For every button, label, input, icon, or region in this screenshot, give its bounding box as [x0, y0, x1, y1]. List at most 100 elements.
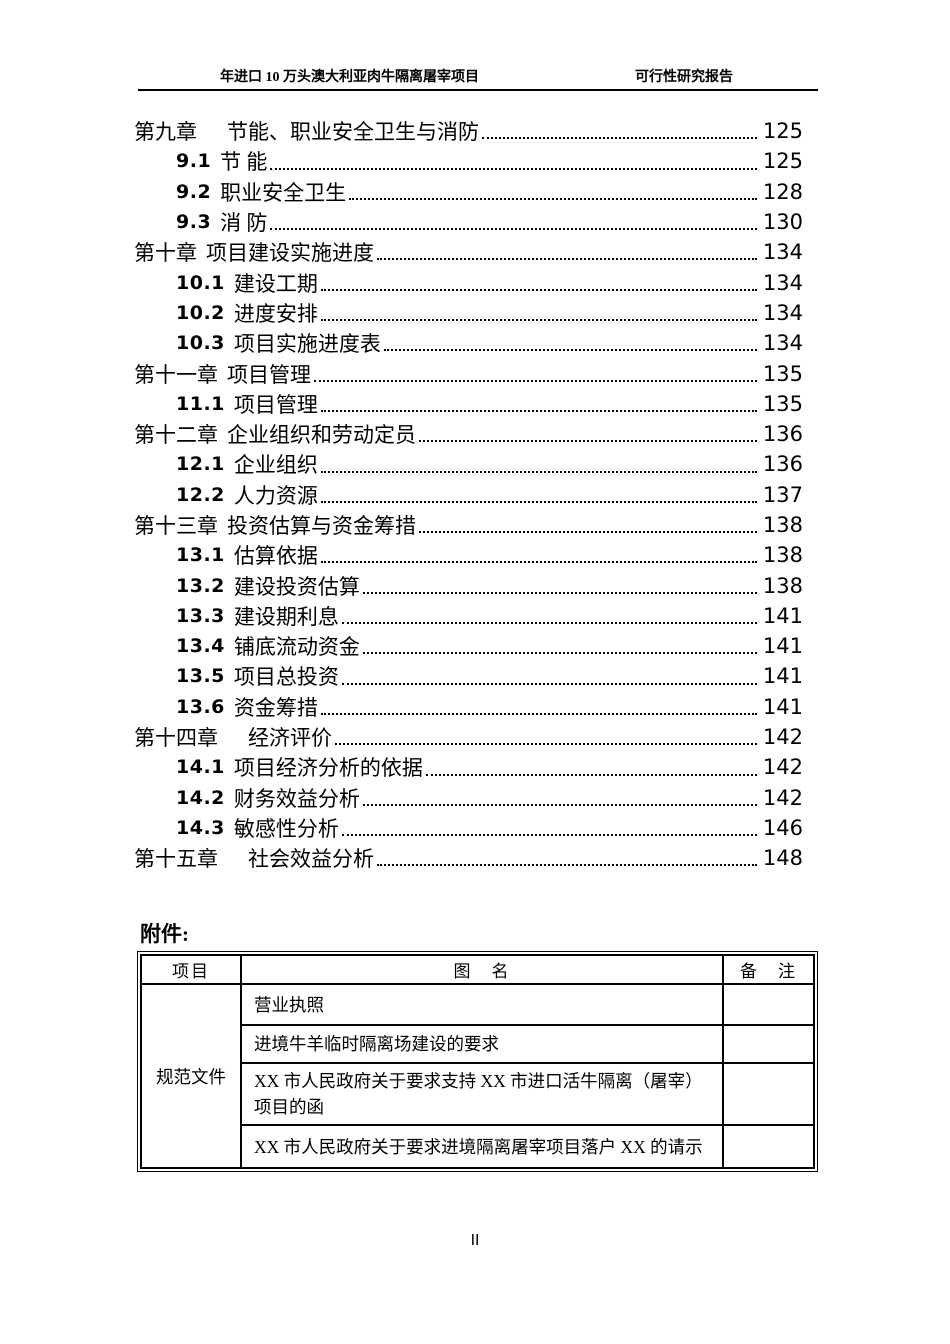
toc-entry[interactable]: 12.1 企业组织 136 — [134, 449, 803, 479]
toc-leader-dots — [360, 783, 759, 813]
header-project-title: 年进口 10 万头澳大利亚肉牛隔离屠宰项目 — [220, 70, 479, 85]
toc-entry[interactable]: 13.3 建设期利息 141 — [134, 601, 803, 631]
toc-entry[interactable]: 14.3 敏感性分析 146 — [134, 813, 803, 843]
toc-entry[interactable]: 第十一章 项目管理 135 — [134, 358, 803, 388]
toc-leader-dots — [318, 298, 759, 328]
toc-entry-number: 10.1 — [176, 271, 225, 294]
toc-entry-number: 10.3 — [176, 332, 225, 355]
toc-entry[interactable]: 14.1 项目经济分析的依据 142 — [134, 752, 803, 782]
toc-entry-title: 项目总投资 — [233, 665, 339, 690]
toc-entry-number: 第十二章 — [134, 423, 218, 448]
toc-entry[interactable]: 13.4 铺底流动资金 141 — [134, 631, 803, 661]
toc-entry-number: 11.1 — [176, 392, 225, 415]
toc-entry[interactable]: 13.1 估算依据 138 — [134, 540, 803, 570]
table-header-item: 项目 — [140, 954, 242, 985]
toc-entry[interactable]: 11.1 项目管理 135 — [134, 389, 803, 419]
toc-entry-number: 10.2 — [176, 301, 225, 324]
toc-entry-title: 人力资源 — [233, 483, 318, 508]
toc-leader-dots — [346, 177, 759, 207]
toc-entry-number: 13.4 — [176, 635, 225, 658]
toc-page-number: 125 — [762, 149, 803, 174]
toc-entry-title: 资金筹措 — [233, 695, 318, 720]
toc-leader-dots — [374, 843, 759, 873]
toc-leader-dots — [374, 237, 759, 267]
page-number-footer: II — [470, 1231, 480, 1249]
toc-entry-number: 12.2 — [176, 483, 225, 506]
toc-entry-title: 企业组织和劳动定员 — [227, 423, 416, 448]
figure-name-cell: 营业执照 — [240, 983, 724, 1026]
table-body: 规范文件 营业执照 进境牛羊临时隔离场建设的要求 XX 市人民政府关于要求支持 XX … — [140, 983, 815, 1169]
toc-entry[interactable]: 9.3 消 防 130 — [134, 207, 803, 237]
toc-page-number: 134 — [762, 270, 803, 295]
remarks-cell — [722, 1124, 815, 1169]
toc-entry[interactable]: 第九章 节能、职业安全卫生与消防 125 — [134, 116, 803, 146]
remarks-cell — [722, 983, 815, 1026]
toc-page-number: 146 — [762, 815, 803, 840]
toc-page-number: 142 — [762, 725, 803, 750]
toc-entry-title: 项目建设实施进度 — [206, 241, 374, 266]
toc-page-number: 135 — [762, 361, 803, 386]
toc-entry-title: 项目经济分析的依据 — [233, 756, 423, 781]
toc-page-number: 141 — [762, 664, 803, 689]
toc-page-number: 142 — [762, 755, 803, 780]
toc-entry-title: 建设投资估算 — [233, 574, 360, 599]
toc-entry[interactable]: 9.2 职业安全卫生 128 — [134, 177, 803, 207]
toc-entry[interactable]: 第十五章 社会效益分析 148 — [134, 843, 803, 873]
toc-entry-number: 第十四章 — [134, 726, 218, 751]
toc-entry[interactable]: 9.1 节 能 125 — [134, 146, 803, 176]
toc-entry[interactable]: 12.2 人力资源 137 — [134, 480, 803, 510]
toc-leader-dots — [318, 540, 759, 570]
table-category-cell: 规范文件 — [140, 983, 242, 1169]
toc-leader-dots — [332, 722, 759, 752]
toc-entry[interactable]: 13.5 项目总投资 141 — [134, 661, 803, 691]
toc-entry-title: 项目管理 — [233, 392, 318, 417]
toc-entry[interactable]: 10.1 建设工期 134 — [134, 267, 803, 297]
toc-entry[interactable]: 14.2 财务效益分析 142 — [134, 783, 803, 813]
toc-entry-number: 13.3 — [176, 604, 225, 627]
toc-entry[interactable]: 第十三章 投资估算与资金筹措 138 — [134, 510, 803, 540]
toc-leader-dots — [416, 510, 759, 540]
toc-leader-dots — [318, 389, 759, 419]
toc-entry[interactable]: 13.6 资金筹措 141 — [134, 692, 803, 722]
toc-leader-dots — [311, 358, 759, 388]
toc-entry-title: 项目实施进度表 — [233, 332, 381, 357]
toc-entry-title: 职业安全卫生 — [220, 180, 347, 205]
toc-entry-title: 进度安排 — [233, 301, 318, 326]
toc-entry[interactable]: 第十四章 经济评价 142 — [134, 722, 803, 752]
toc-leader-dots — [416, 419, 759, 449]
page-header: 年进口 10 万头澳大利亚肉牛隔离屠宰项目 可行性研究报告 — [138, 58, 818, 91]
toc-leader-dots — [318, 480, 759, 510]
toc-page-number: 142 — [762, 785, 803, 810]
toc-entry-title: 消 防 — [220, 211, 268, 236]
toc-entry-number: 第十三章 — [134, 514, 218, 538]
toc-leader-dots — [318, 449, 759, 479]
toc-entry[interactable]: 10.2 进度安排 134 — [134, 298, 803, 328]
toc-entry-number: 14.1 — [176, 756, 225, 779]
toc-entry[interactable]: 10.3 项目实施进度表 134 — [134, 328, 803, 358]
toc-entry[interactable]: 13.2 建设投资估算 138 — [134, 570, 803, 600]
toc-leader-dots — [267, 207, 759, 237]
toc-leader-dots — [318, 267, 759, 297]
toc-page-number: 136 — [762, 422, 803, 447]
toc-entry[interactable]: 第十章 项目建设实施进度 134 — [134, 237, 803, 267]
figure-name-cell: XX 市人民政府关于要求支持 XX 市进口活牛隔离（屠宰）项目的函 — [240, 1062, 724, 1126]
toc-entry-number: 13.6 — [176, 695, 225, 718]
toc-entry-number: 13.5 — [176, 665, 225, 688]
toc-page-number: 138 — [762, 513, 803, 537]
remarks-cell — [722, 1024, 815, 1064]
toc-page-number: 136 — [762, 452, 803, 477]
toc-entry-title: 估算依据 — [233, 544, 318, 569]
toc-entry[interactable]: 第十二章 企业组织和劳动定员 136 — [134, 419, 803, 449]
table-header-row: 项目 图 名 备 注 — [140, 954, 815, 985]
figure-name-cell: XX 市人民政府关于要求进境隔离屠宰项目落户 XX 的请示 — [240, 1124, 724, 1169]
toc-page-number: 128 — [762, 179, 803, 204]
toc-leader-dots — [360, 570, 759, 600]
toc-leader-dots — [423, 752, 759, 782]
toc-leader-dots — [360, 631, 759, 661]
toc-page-number: 125 — [762, 119, 803, 144]
toc-entry-number: 第十五章 — [134, 847, 218, 872]
toc-entry-number: 9.2 — [176, 180, 212, 203]
toc-entry-number: 13.2 — [176, 574, 225, 597]
toc-leader-dots — [267, 146, 759, 176]
